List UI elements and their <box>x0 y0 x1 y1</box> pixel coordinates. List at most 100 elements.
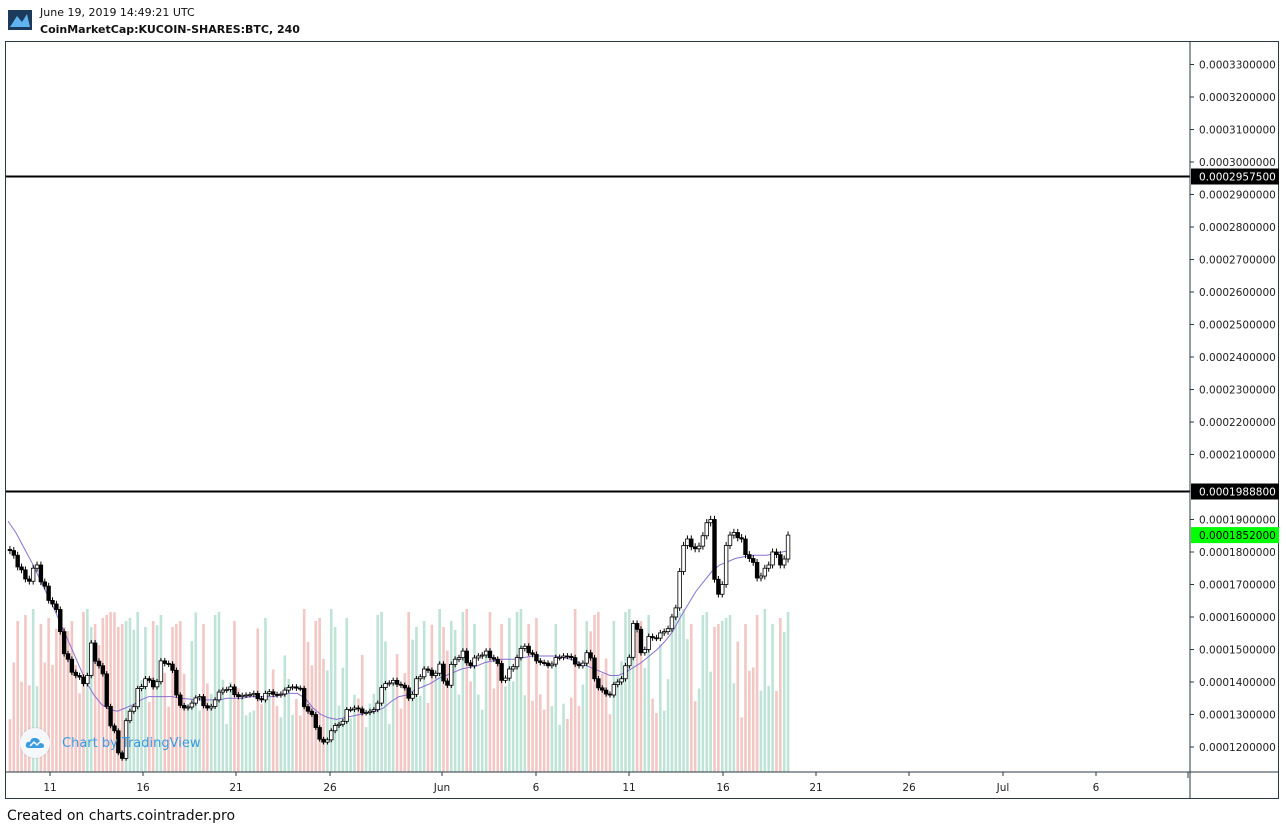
volume-bar <box>144 627 147 772</box>
candle-body <box>731 532 737 536</box>
candle-body <box>468 662 473 667</box>
volume-bar <box>62 627 66 772</box>
volume-bar <box>403 673 407 772</box>
candle-body <box>313 714 318 728</box>
candle-body <box>232 686 237 696</box>
volume-bar <box>418 695 422 772</box>
price-tick-label: 0.0001700000 <box>1199 580 1276 592</box>
horizontal-line-label-bg <box>1191 483 1279 500</box>
volume-bar <box>550 706 554 772</box>
volume-bar <box>430 624 434 772</box>
volume-bar <box>449 621 453 772</box>
candle-body <box>615 681 620 685</box>
price-tick-label: 0.0001200000 <box>1199 742 1276 754</box>
candle-body <box>456 657 462 660</box>
candle-body <box>89 642 94 676</box>
price-tick-label: 0.0002300000 <box>1199 385 1276 397</box>
candle-body <box>758 575 764 579</box>
candle-body <box>379 687 384 704</box>
candle-body <box>216 691 222 701</box>
candle-body <box>452 658 458 665</box>
volume-bar <box>585 621 589 772</box>
volume-bar <box>252 710 256 772</box>
candle-body <box>600 687 605 691</box>
volume-bar <box>182 673 186 772</box>
last-price-label: 0.0001852000 <box>1199 530 1276 542</box>
volume-bar <box>411 639 414 772</box>
candle-body <box>708 519 713 524</box>
volume-bar <box>372 693 376 772</box>
candle-body <box>375 702 380 711</box>
candle-body <box>348 708 353 711</box>
candle-body <box>553 657 558 665</box>
candle-body <box>19 566 24 571</box>
candle-body <box>418 676 423 680</box>
volume-bar <box>364 727 368 772</box>
time-tick-label: 26 <box>902 782 916 794</box>
price-tick-label: 0.0002200000 <box>1199 417 1276 429</box>
candle-body <box>228 686 233 690</box>
volume-bar <box>422 621 426 772</box>
volume-bar <box>709 671 712 772</box>
volume-bar <box>461 612 465 772</box>
volume-bar <box>275 705 279 772</box>
candle-body <box>449 664 454 686</box>
candle-body <box>143 678 148 687</box>
volume-bar <box>287 678 290 772</box>
candle-body <box>677 571 682 609</box>
candle-body <box>189 702 195 708</box>
candle-body <box>689 538 694 548</box>
volume-bar <box>283 655 287 772</box>
candle-body <box>487 650 493 659</box>
volume-bar <box>682 609 685 772</box>
volume-bar <box>473 624 476 772</box>
candle-body <box>743 538 748 555</box>
volume-bar <box>43 662 47 772</box>
candle-body <box>716 578 721 595</box>
candle-body <box>255 692 260 699</box>
candle-body <box>723 545 729 585</box>
candle-body <box>429 669 435 676</box>
candle-body <box>42 581 47 587</box>
volume-bar <box>539 694 542 772</box>
volume-bar <box>655 713 658 772</box>
volume-bar <box>686 639 689 772</box>
candle-body <box>565 655 570 658</box>
volume-bar <box>527 624 530 772</box>
volume-bar <box>477 694 480 772</box>
volume-bar <box>248 712 252 772</box>
candle-body <box>739 537 744 540</box>
candle-body <box>762 567 768 577</box>
candle-body <box>38 564 44 583</box>
candle-body <box>770 551 775 566</box>
volume-bar <box>298 715 302 772</box>
candle-body <box>507 668 512 679</box>
candle-body <box>476 655 481 659</box>
tradingview-watermark[interactable]: Chart by TradingView <box>20 728 200 758</box>
volume-bar <box>310 665 314 772</box>
volume-bar <box>109 612 112 772</box>
volume-bar <box>58 609 62 772</box>
candle-body <box>727 534 733 546</box>
candle-body <box>201 696 206 707</box>
volume-bar <box>155 625 159 772</box>
candle-body <box>205 705 210 709</box>
time-tick-label: 11 <box>43 782 56 794</box>
volume-bar <box>511 681 515 772</box>
candle-body <box>96 660 102 667</box>
candle-body <box>154 681 160 688</box>
candle-body <box>522 645 528 649</box>
candle-body <box>77 675 82 678</box>
volume-bar <box>508 618 511 772</box>
candle-body <box>11 550 17 556</box>
volume-bar <box>353 694 356 772</box>
volume-bar <box>643 668 647 772</box>
candle-body <box>569 655 574 659</box>
volume-bar <box>484 652 488 772</box>
candle-body <box>197 696 202 699</box>
candle-body <box>236 694 241 698</box>
candle-body <box>92 642 98 662</box>
footer-credit: Created on charts.cointrader.pro <box>7 808 236 824</box>
volume-bar <box>562 703 565 772</box>
